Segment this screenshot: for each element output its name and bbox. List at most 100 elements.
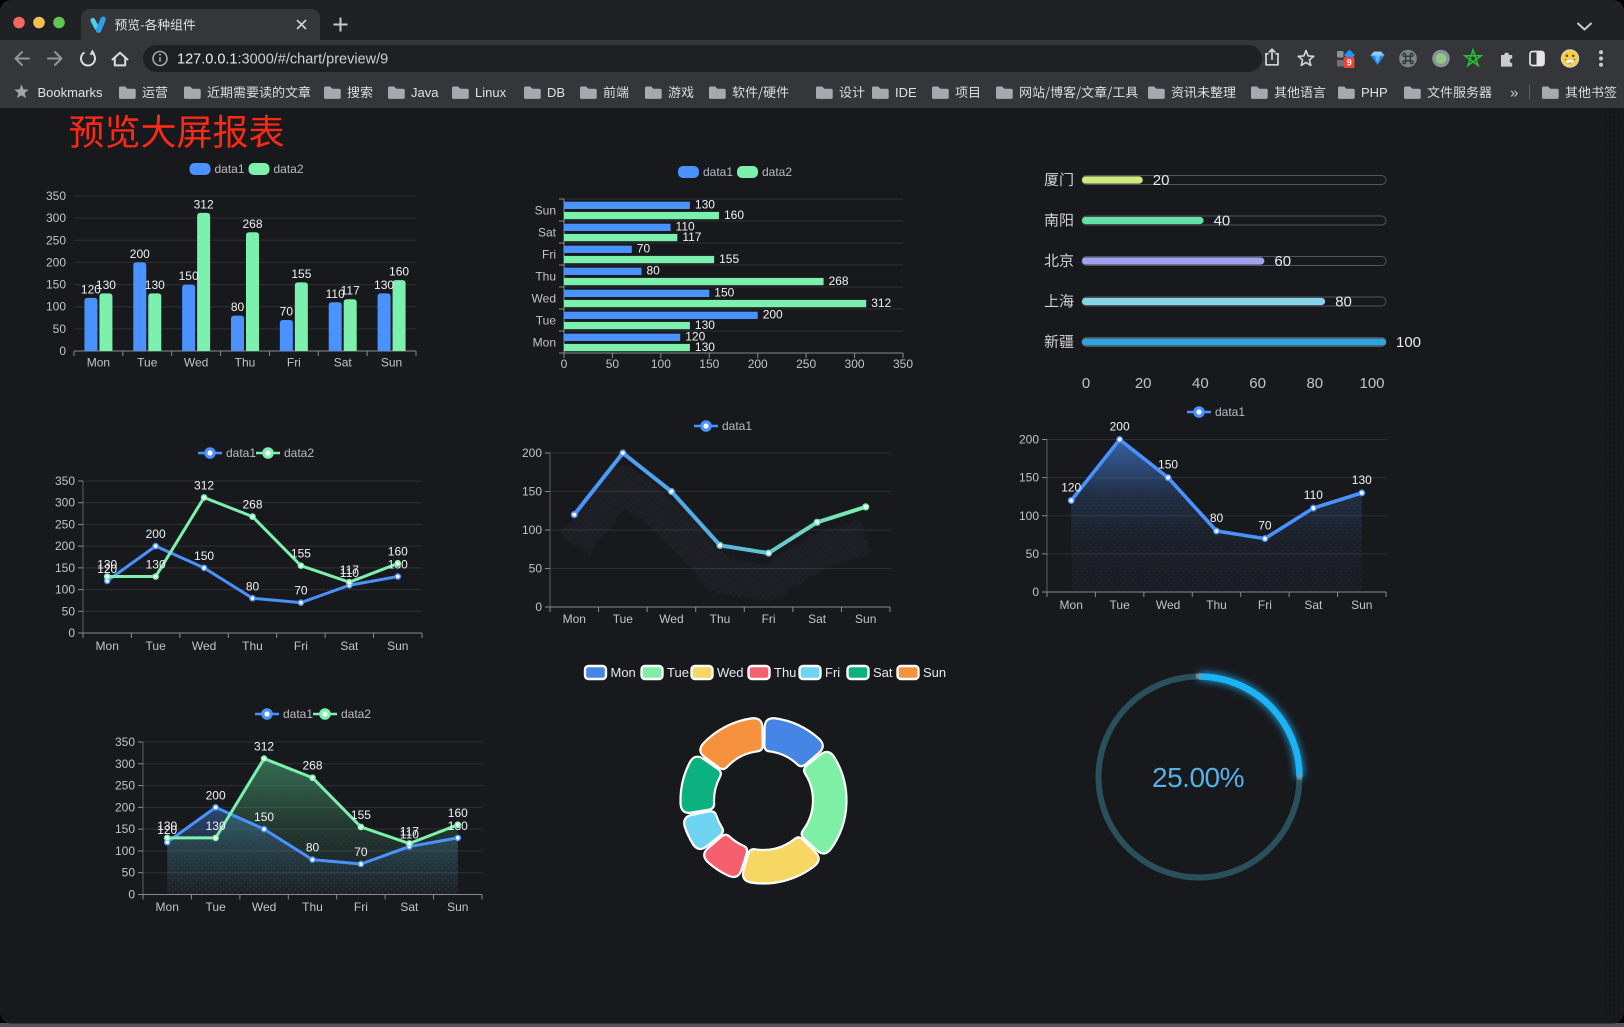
svg-text:117: 117 xyxy=(682,230,701,244)
svg-text:110: 110 xyxy=(1304,488,1323,502)
svg-text:130: 130 xyxy=(146,558,166,572)
svg-text:20: 20 xyxy=(1135,375,1152,392)
svg-text:268: 268 xyxy=(829,274,849,288)
svg-text:Thu: Thu xyxy=(710,612,731,626)
svg-text:100: 100 xyxy=(522,523,542,537)
svg-text:130: 130 xyxy=(695,340,715,354)
svg-text:20: 20 xyxy=(1153,172,1170,189)
svg-text:150: 150 xyxy=(55,561,75,575)
svg-text:40: 40 xyxy=(1192,375,1209,392)
svg-text:Mon: Mon xyxy=(1060,598,1083,612)
svg-text:Fri: Fri xyxy=(354,900,368,914)
svg-text:250: 250 xyxy=(796,357,816,371)
svg-text:130: 130 xyxy=(695,318,715,332)
svg-text:150: 150 xyxy=(522,485,542,499)
svg-text:Sun: Sun xyxy=(535,204,556,218)
svg-text:Fri: Fri xyxy=(825,665,840,680)
svg-text:data2: data2 xyxy=(341,707,371,721)
svg-text:100: 100 xyxy=(115,844,135,858)
svg-text:Wed: Wed xyxy=(184,356,208,370)
svg-text:312: 312 xyxy=(254,740,274,754)
svg-text:Thu: Thu xyxy=(774,665,796,680)
svg-text:120: 120 xyxy=(685,330,705,344)
svg-text:130: 130 xyxy=(695,198,715,212)
svg-text:160: 160 xyxy=(388,545,408,559)
svg-text:127.0.0.1:3000/#/chart/preview: 127.0.0.1:3000/#/chart/preview/9 xyxy=(177,52,388,68)
svg-text:Bookmarks: Bookmarks xyxy=(38,85,104,100)
svg-text:60: 60 xyxy=(1274,253,1291,270)
svg-text:130: 130 xyxy=(145,278,165,292)
svg-text:150: 150 xyxy=(1158,458,1178,472)
svg-text:300: 300 xyxy=(55,496,75,510)
svg-text:Sat: Sat xyxy=(538,226,557,240)
svg-text:130: 130 xyxy=(206,819,226,833)
svg-text:0: 0 xyxy=(1032,585,1039,599)
svg-text:Mon: Mon xyxy=(96,639,119,653)
svg-text:100: 100 xyxy=(1396,334,1421,351)
svg-text:250: 250 xyxy=(55,517,75,531)
svg-text:350: 350 xyxy=(893,357,913,371)
svg-text:120: 120 xyxy=(157,823,177,837)
svg-text:0: 0 xyxy=(561,357,568,371)
svg-text:Sat: Sat xyxy=(808,612,827,626)
svg-text:Wed: Wed xyxy=(717,665,744,680)
svg-text:200: 200 xyxy=(1019,433,1039,447)
svg-text:Tue: Tue xyxy=(613,612,634,626)
svg-text:Sun: Sun xyxy=(923,665,946,680)
svg-text:»: » xyxy=(1510,85,1518,102)
svg-text:150: 150 xyxy=(254,810,274,824)
svg-text:Sat: Sat xyxy=(873,665,893,680)
svg-text:0: 0 xyxy=(128,888,135,902)
svg-text:70: 70 xyxy=(1258,519,1272,533)
svg-text:200: 200 xyxy=(748,357,768,371)
svg-text:Wed: Wed xyxy=(532,292,556,306)
svg-text:155: 155 xyxy=(291,267,311,281)
svg-text:80: 80 xyxy=(1210,511,1224,525)
svg-text:40: 40 xyxy=(1214,213,1231,230)
svg-text:160: 160 xyxy=(389,265,409,279)
svg-text:200: 200 xyxy=(46,255,66,269)
svg-text:200: 200 xyxy=(55,539,75,553)
svg-text:Thu: Thu xyxy=(535,270,556,284)
svg-text:Mon: Mon xyxy=(533,336,556,350)
svg-text:25.00%: 25.00% xyxy=(1152,762,1244,793)
svg-text:Sun: Sun xyxy=(447,900,468,914)
svg-text:Fri: Fri xyxy=(1258,598,1272,612)
svg-text:130: 130 xyxy=(1352,473,1372,487)
svg-text:117: 117 xyxy=(340,563,359,577)
svg-text:Fri: Fri xyxy=(294,639,308,653)
svg-text:155: 155 xyxy=(351,808,371,822)
svg-text:data2: data2 xyxy=(762,165,792,179)
svg-text:Tue: Tue xyxy=(146,639,167,653)
svg-text:Tue: Tue xyxy=(137,356,158,370)
svg-text:200: 200 xyxy=(522,446,542,460)
svg-text:268: 268 xyxy=(242,498,262,512)
svg-text:50: 50 xyxy=(62,604,76,618)
svg-text:160: 160 xyxy=(448,806,468,820)
svg-text:110: 110 xyxy=(326,287,345,301)
svg-text:312: 312 xyxy=(194,479,214,493)
svg-text:250: 250 xyxy=(46,233,66,247)
svg-text:70: 70 xyxy=(354,845,368,859)
svg-text:150: 150 xyxy=(179,269,199,283)
svg-text:300: 300 xyxy=(845,357,865,371)
svg-text:Sun: Sun xyxy=(387,639,408,653)
svg-text:150: 150 xyxy=(46,278,66,292)
svg-text:110: 110 xyxy=(676,220,695,234)
svg-text:Tue: Tue xyxy=(536,314,557,328)
svg-text:120: 120 xyxy=(81,282,101,296)
svg-text:100: 100 xyxy=(1359,375,1384,392)
svg-text:100: 100 xyxy=(651,357,671,371)
svg-text:150: 150 xyxy=(699,357,719,371)
svg-text:250: 250 xyxy=(115,779,135,793)
svg-text:200: 200 xyxy=(206,788,226,802)
svg-text:Sun: Sun xyxy=(855,612,876,626)
svg-text:0: 0 xyxy=(535,600,542,614)
svg-text:268: 268 xyxy=(242,217,262,231)
svg-text:110: 110 xyxy=(400,828,419,842)
svg-text:data1: data1 xyxy=(215,162,245,176)
svg-text:150: 150 xyxy=(115,822,135,836)
svg-text:Wed: Wed xyxy=(1156,598,1180,612)
svg-text:268: 268 xyxy=(302,759,322,773)
svg-text:200: 200 xyxy=(763,308,783,322)
